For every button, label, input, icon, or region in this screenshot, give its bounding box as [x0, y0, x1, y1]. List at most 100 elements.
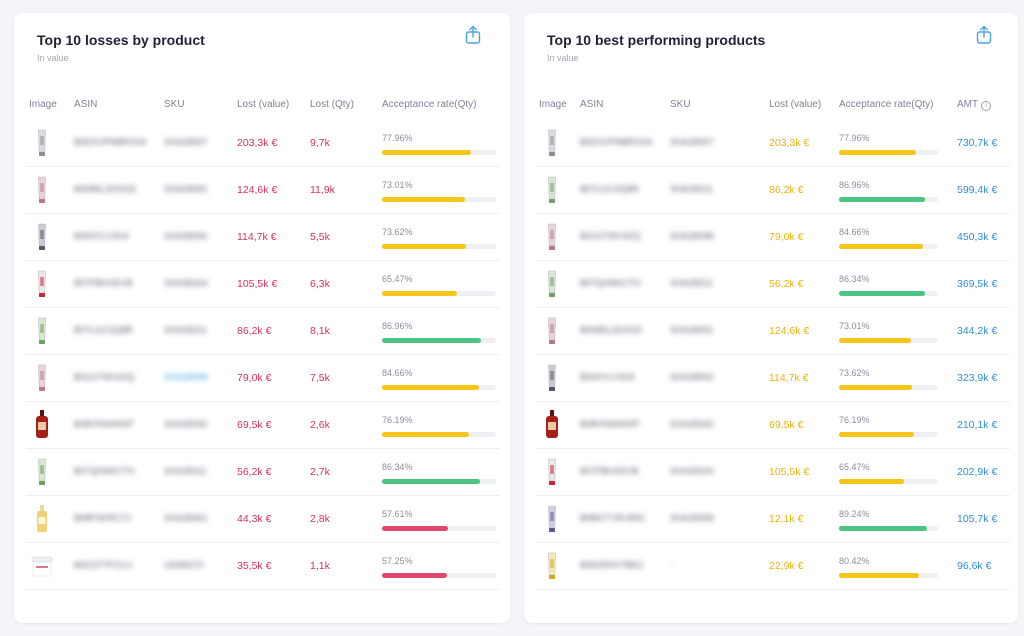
lost-qty-cell: 2,6k — [310, 419, 330, 431]
lost-qty-cell: 2,7k — [310, 466, 330, 478]
table-row[interactable]: B0085L2DXGD SHA28091 124,6k € 73.01% 344,2k … — [524, 308, 1018, 355]
asin-cell: B0BGTY8V4RG — [580, 513, 646, 523]
lost-qty-cell: 6,3k — [310, 278, 330, 290]
acceptance-rate-label: 84.66% — [839, 227, 870, 237]
product-thumbnail — [28, 550, 56, 582]
lost-qty-cell: 5,5k — [310, 231, 330, 243]
table-row[interactable]: B07QHNKCTH SHA28211 56,2k € 2,7k 86.34% — [14, 449, 510, 496]
acceptance-rate-fill — [382, 150, 471, 155]
card-subtitle: In value — [37, 53, 69, 63]
table-row[interactable]: B0BGTY8V4RG SHA28358 12,1k € 89.24% 105,7k € — [524, 496, 1018, 543]
table-row[interactable]: B0085L2DXGD SHA28091 124,6k € 11,9k 73.01% — [14, 167, 510, 214]
column-header-image: Image — [29, 99, 57, 110]
sku-cell: SHA28342 — [164, 419, 208, 429]
acceptance-rate-bar — [382, 244, 496, 249]
lost-value-cell: 203,3k € — [237, 137, 278, 149]
acceptance-rate-fill — [382, 526, 448, 531]
acceptance-rate-label: 76.19% — [839, 415, 870, 425]
table-row[interactable]: B0DXVPNBRXSA SHA28007 203,3k € 77.96% 730,7k… — [524, 120, 1018, 167]
product-thumbnail — [538, 503, 566, 535]
sku-cell: SHA28092 — [164, 231, 208, 241]
asin-cell: B0DXVPNBRXSA — [74, 137, 147, 147]
table-row[interactable]: B000YLY4G9 SHA28092 114,7k € 73.62% 323,9k € — [524, 355, 1018, 402]
sku-cell: SHA28211 — [164, 325, 207, 335]
amt-cell: 450,3k € — [957, 231, 998, 243]
product-thumbnail — [538, 174, 566, 206]
acceptance-rate-fill — [839, 432, 915, 437]
table-row[interactable]: B07PBHXEVB SHA28164 105,5k € 65.47% 202,9k € — [524, 449, 1018, 496]
asin-cell: B07QHNKCTH — [580, 278, 641, 288]
sku-cell[interactable]: SHA28098 — [164, 372, 208, 382]
acceptance-rate-label: 76.19% — [382, 415, 413, 425]
lost-value-cell: 35,5k € — [237, 560, 272, 572]
lost-value-cell: 69,5k € — [237, 419, 272, 431]
acceptance-rate-bar — [382, 197, 496, 202]
table-row[interactable]: B01GTWV4ZQ SHA28098 79,0k € 84.66% 450,3k € — [524, 214, 1018, 261]
card-title: Top 10 best performing products — [547, 32, 766, 48]
product-thumbnail — [538, 456, 566, 488]
lost-qty-cell: 11,9k — [310, 184, 335, 196]
sku-cell: SHA28091 — [164, 184, 208, 194]
table-row[interactable]: B01GTWV4ZQ SHA28098 79,0k € 7,5k 84.66% — [14, 355, 510, 402]
acceptance-rate-bar — [839, 150, 938, 155]
product-thumbnail — [28, 362, 56, 394]
table-row[interactable]: B0GSTTFCLU 1A0W270 35,5k € 1,1k 57.25% — [14, 543, 510, 590]
lost-value-cell: 86,2k € — [769, 184, 804, 196]
product-thumbnail — [538, 268, 566, 300]
acceptance-rate-label: 86.34% — [839, 274, 870, 284]
lost-value-cell: 69,5k € — [769, 419, 804, 431]
table-row[interactable]: B0BVNAAKKP SHA28342 69,5k € 2,6k 76.19% — [14, 402, 510, 449]
table-row[interactable]: B07QHNKCTH SHA28211 56,2k € 86.34% 369,5k € — [524, 261, 1018, 308]
acceptance-rate-label: 86.34% — [382, 462, 413, 472]
amt-cell: 344,2k € — [957, 325, 998, 337]
lost-value-cell: 44,3k € — [237, 513, 272, 525]
acceptance-rate-fill — [839, 479, 904, 484]
asin-cell: B08FSKRCTJ — [74, 513, 131, 523]
row-divider — [26, 495, 500, 496]
row-divider — [26, 307, 500, 308]
column-header-asin: ASIN — [74, 99, 98, 110]
row-divider — [536, 495, 1010, 496]
sku-cell: SHA28358 — [670, 513, 714, 523]
amt-cell: 730,7k € — [957, 137, 998, 149]
table-row[interactable]: B07PBHXEVB SHA28164 105,5k € 6,3k 65.47% — [14, 261, 510, 308]
lost-value-cell: 114,7k € — [237, 231, 277, 243]
lost-value-cell: 22,9k € — [769, 560, 804, 572]
table-row[interactable]: B07LGCSQ8R SHA28211 86,2k € 8,1k 86.96% — [14, 308, 510, 355]
lost-qty-cell: 8,1k — [310, 325, 330, 337]
product-thumbnail — [538, 315, 566, 347]
row-divider — [536, 589, 1010, 590]
lost-value-cell: 124,6k € — [769, 325, 810, 337]
product-thumbnail — [28, 409, 56, 441]
acceptance-rate-label: 77.96% — [839, 133, 870, 143]
sku-cell: SHA28092 — [670, 372, 714, 382]
info-icon[interactable]: i — [981, 101, 992, 111]
column-header-amt: AMT i — [957, 99, 992, 111]
column-header-sku: SKU — [670, 99, 691, 110]
table-row[interactable]: B0BVNAAKKP SHA28342 69,5k € 76.19% 210,1k € — [524, 402, 1018, 449]
sku-cell: SHA28091 — [670, 325, 714, 335]
lost-value-cell: 79,0k € — [769, 231, 804, 243]
acceptance-rate-label: 80.42% — [839, 556, 870, 566]
export-icon[interactable] — [464, 25, 482, 45]
lost-qty-cell: 7,5k — [310, 372, 330, 384]
acceptance-rate-fill — [382, 385, 479, 390]
export-icon[interactable] — [975, 25, 993, 45]
product-thumbnail — [28, 503, 56, 535]
product-thumbnail — [28, 315, 56, 347]
product-thumbnail — [28, 268, 56, 300]
asin-cell: B0GSTTFCLU — [74, 560, 133, 570]
table-row[interactable]: B07LGCSQ8R SHA28211 86,2k € 86.96% 599,4k € — [524, 167, 1018, 214]
table-row[interactable]: B06ZRHVTBKZ - 22,9k € 80.42% 96,6k € — [524, 543, 1018, 590]
row-divider — [26, 166, 500, 167]
acceptance-rate-label: 57.61% — [382, 509, 413, 519]
table-row[interactable]: B0DXVPNBRXSA SHA28007 203,3k € 9,7k 77.96% — [14, 120, 510, 167]
row-divider — [536, 166, 1010, 167]
product-thumbnail — [538, 409, 566, 441]
acceptance-rate-bar — [839, 338, 938, 343]
table-row[interactable]: B000YLY4G9 SHA28092 114,7k € 5,5k 73.62% — [14, 214, 510, 261]
acceptance-rate-bar — [382, 338, 496, 343]
table-row[interactable]: B08FSKRCTJ SHA28361 44,3k € 2,8k 57.61% — [14, 496, 510, 543]
column-header-acceptance-rate: Acceptance rate(Qty) — [382, 99, 477, 110]
best-performing-card: Top 10 best performing products In value… — [524, 13, 1018, 623]
